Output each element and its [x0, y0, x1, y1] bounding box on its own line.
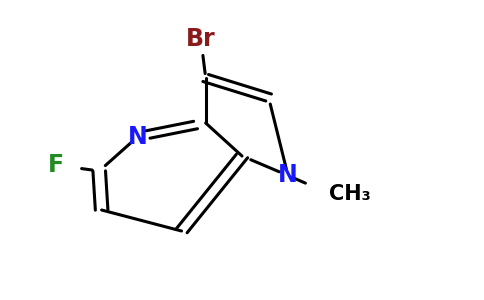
Text: N: N [128, 124, 148, 148]
Text: Br: Br [186, 27, 216, 51]
Text: F: F [47, 153, 64, 177]
Text: N: N [278, 164, 298, 188]
Text: CH₃: CH₃ [329, 184, 371, 203]
